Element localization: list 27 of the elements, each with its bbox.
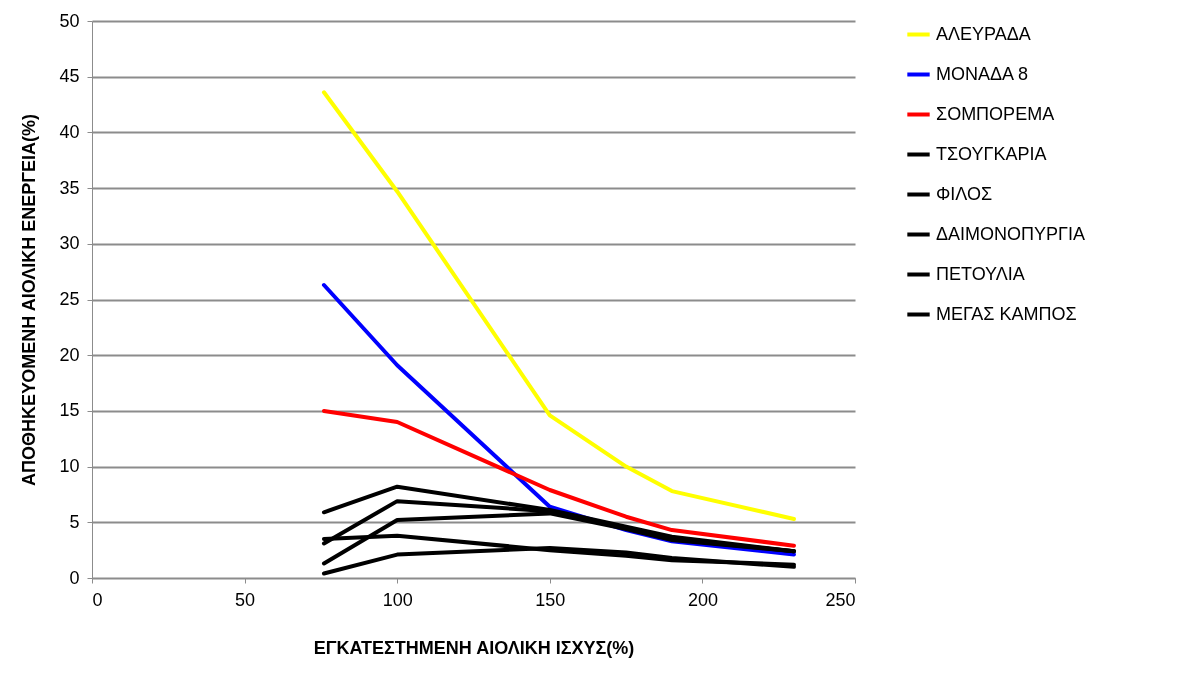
legend-label: ΜΕΓΑΣ ΚΑΜΠΟΣ: [936, 303, 1077, 324]
legend-label: ΔΑΙΜΟΝΟΠΥΡΓΙΑ: [936, 223, 1085, 244]
y-tick-label: 40: [59, 121, 80, 142]
y-tick-label: 20: [59, 344, 80, 365]
y-tick-label: 0: [69, 567, 80, 588]
y-tick-label: 35: [59, 177, 80, 198]
legend-label: ΜΟΝΑΔΑ 8: [936, 63, 1029, 84]
y-tick-label: 25: [59, 289, 80, 309]
legend-label: ΤΣΟΥΓΚΑΡΙΑ: [936, 143, 1047, 164]
y-tick-label: 50: [59, 10, 80, 31]
y-tick-label: 10: [59, 456, 80, 477]
x-axis-title: ΕΓΚΑΤΕΣΤΗΜΕΝΗ ΑΙΟΛΙΚΗ ΙΣΧΥΣ(%): [313, 637, 635, 658]
x-tick-label: 0: [92, 589, 103, 610]
y-tick-label: 45: [59, 66, 80, 87]
y-axis-title: ΑΠΟΘΗΚΕΥΟΜΕΝΗ ΑΙΟΛΙΚΗ ΕΝΕΡΓΕΙΑ(%): [19, 113, 40, 487]
x-tick-label: 50: [235, 589, 256, 610]
y-tick-label: 5: [69, 511, 80, 532]
y-tick-label: 30: [59, 233, 80, 254]
legend-label: ΑΛΕΥΡΑΔΑ: [936, 23, 1031, 44]
legend-label: ΠΕΤΟΥΛΙΑ: [936, 263, 1025, 284]
x-tick-label: 200: [687, 589, 718, 610]
x-tick-label: 250: [825, 589, 856, 610]
legend-label: ΦΙΛΟΣ: [936, 183, 993, 204]
legend-label: ΣΟΜΠΟΡΕΜΑ: [936, 103, 1055, 124]
x-tick-label: 100: [382, 589, 413, 610]
x-tick-label: 150: [535, 589, 566, 610]
y-tick-label: 15: [59, 400, 80, 421]
